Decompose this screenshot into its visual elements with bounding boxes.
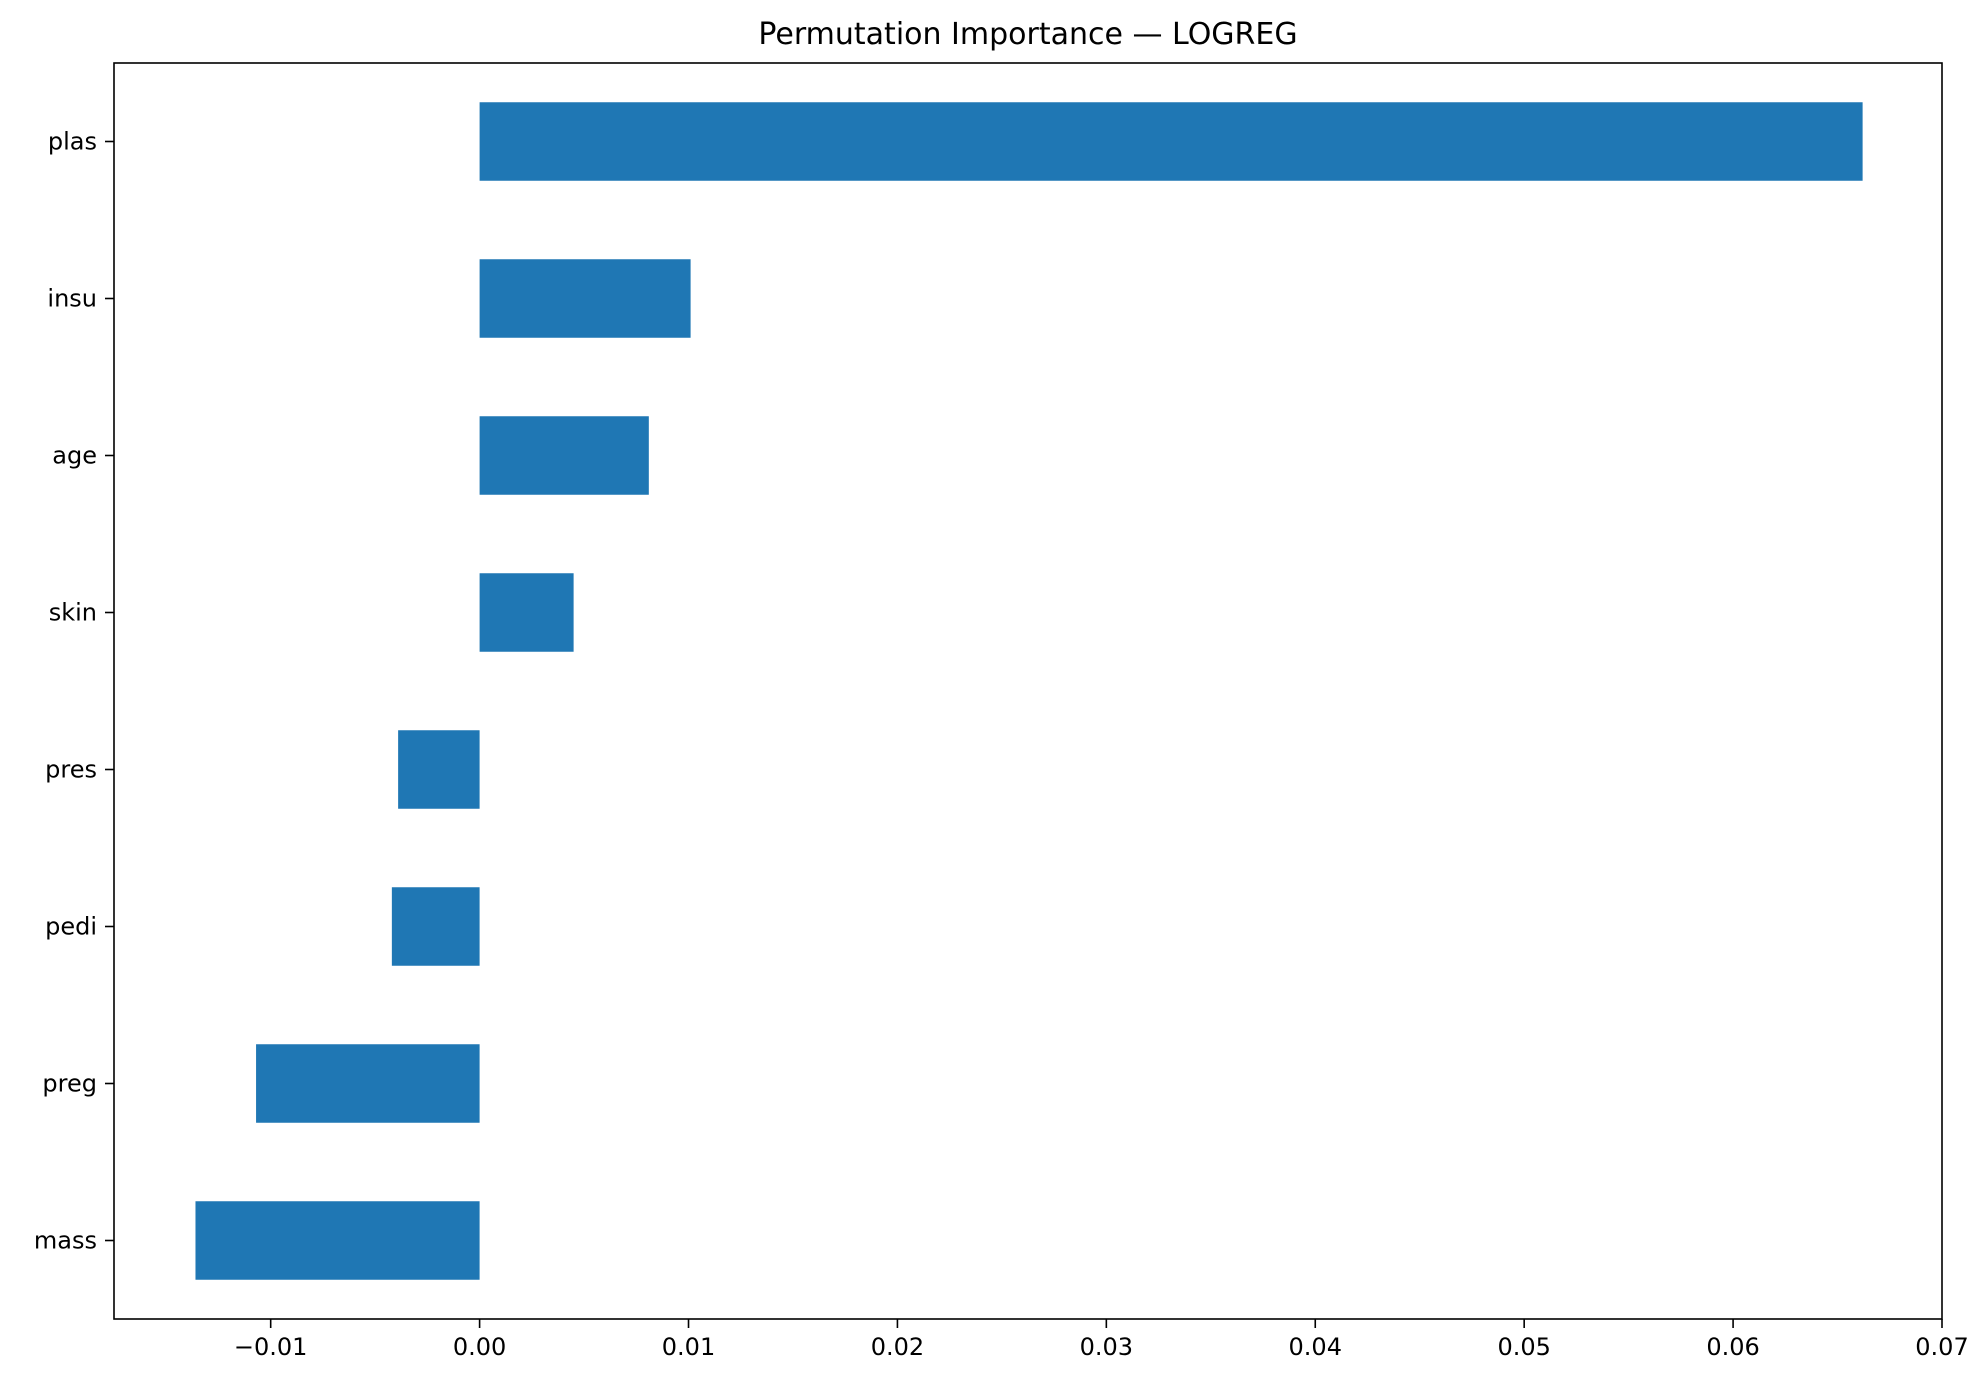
x-tick-label: 0.03	[1080, 1333, 1133, 1361]
y-tick-label-mass: mass	[34, 1227, 97, 1255]
x-tick-label: 0.07	[1915, 1333, 1968, 1361]
x-axis: −0.01 0.00 0.01 0.02 0.03 0.04 0.05 0.06 0.07	[234, 1319, 1969, 1361]
y-axis: plas insu age skin pres pedi preg mass	[34, 128, 114, 1255]
y-tick-label-pedi: pedi	[45, 913, 97, 941]
y-tick-label-preg: preg	[42, 1070, 97, 1098]
y-tick-label-skin: skin	[49, 599, 97, 627]
x-tick-label: 0.02	[871, 1333, 924, 1361]
x-tick-label: 0.01	[662, 1333, 715, 1361]
bar-pedi	[391, 887, 480, 966]
bar-insu	[479, 259, 691, 338]
x-tick-label: 0.04	[1289, 1333, 1342, 1361]
x-tick-label: −0.01	[234, 1333, 308, 1361]
bar-pres	[398, 730, 480, 809]
plot-area-frame	[113, 62, 1943, 1320]
bar-age	[479, 416, 649, 495]
x-tick-label: 0.00	[453, 1333, 506, 1361]
x-tick-label: 0.06	[1706, 1333, 1759, 1361]
y-tick-label-pres: pres	[45, 756, 97, 784]
bar-preg	[256, 1044, 480, 1123]
chart-title: Permutation Importance — LOGREG	[758, 17, 1297, 52]
y-tick-label-insu: insu	[47, 285, 97, 313]
bar-skin	[479, 573, 574, 652]
bars-layer	[195, 102, 1863, 1280]
y-tick-label-plas: plas	[48, 128, 97, 156]
y-tick-label-age: age	[52, 442, 97, 470]
x-tick-label: 0.05	[1497, 1333, 1550, 1361]
bar-plas	[479, 102, 1863, 181]
bar-mass	[195, 1201, 480, 1280]
